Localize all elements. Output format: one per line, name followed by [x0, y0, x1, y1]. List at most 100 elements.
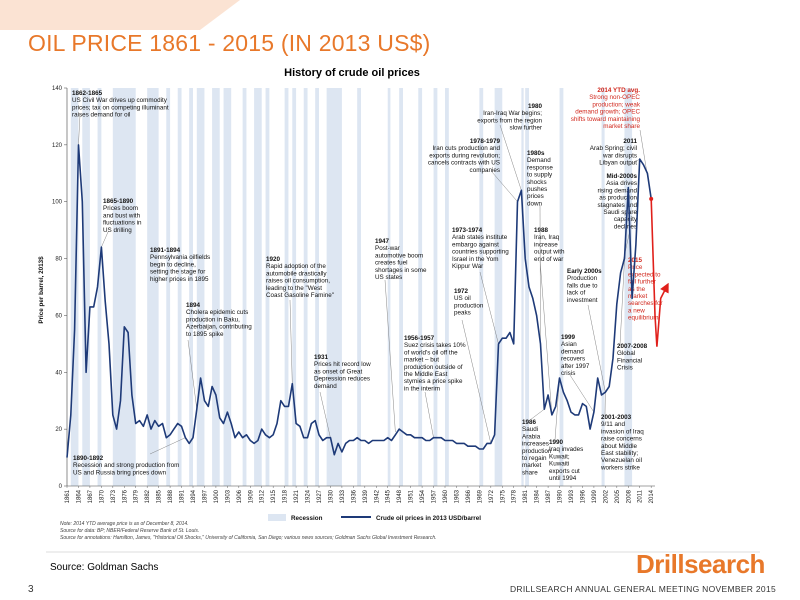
recession-band	[292, 88, 297, 486]
annotation-leader	[587, 304, 606, 393]
legend-recession-swatch	[268, 514, 286, 521]
recession-band	[494, 88, 503, 486]
annotation-leader	[384, 279, 396, 432]
annotation-leader	[424, 391, 434, 438]
annotation-leader	[101, 231, 109, 248]
annotation-year: 2011	[623, 138, 637, 145]
annotation-line: demand	[561, 348, 584, 355]
annotation-line: Arab states institute	[452, 234, 508, 241]
x-tick-label: 1918	[283, 489, 289, 503]
recession-band	[521, 88, 524, 486]
annotation-leader	[539, 259, 553, 415]
recession-band	[166, 88, 171, 486]
annotation-year: Mid-2000s	[607, 173, 638, 180]
annotation-line: shocks	[527, 179, 547, 186]
annotation-line: the Middle East	[404, 371, 448, 378]
x-tick-label: 1981	[523, 489, 529, 503]
x-tick-label: 1909	[248, 489, 254, 503]
annotation-line: workers strike	[600, 464, 640, 471]
annotation-line: US and Russia bring prices down	[73, 469, 167, 476]
recession-band	[242, 88, 247, 486]
x-tick-label: 1924	[306, 489, 312, 503]
annotation-leader	[491, 171, 518, 202]
annotation-leader	[629, 158, 640, 166]
x-tick-label: 1864	[76, 489, 82, 503]
x-tick-label: 1954	[420, 489, 426, 503]
annotation-line: production	[522, 448, 552, 455]
annotation-line: raise concerns	[601, 436, 642, 443]
recession-band	[326, 88, 342, 486]
annotation-line: US Civil War drives up commodity	[72, 97, 168, 104]
annotation-line: production; weak	[592, 101, 640, 108]
annotation-line: about Middle	[601, 443, 638, 450]
legend-recession-label: Recession	[291, 515, 323, 522]
annotation-line: increase	[534, 241, 558, 248]
annotation-line: Kuwaiti	[549, 461, 569, 468]
x-tick-label: 1891	[180, 489, 186, 503]
annotation-year: 1988	[534, 227, 549, 234]
annotation-year: 1972	[454, 288, 469, 295]
x-tick-label: 2014	[649, 489, 655, 503]
annotation-line: Iran-Iraq War begins;	[483, 110, 542, 117]
x-tick-label: 1957	[432, 489, 438, 503]
annotation-line: recovers	[561, 356, 585, 363]
drillsearch-logo: Drillsearch	[636, 549, 765, 579]
legend: Recession Crude oil prices in 2013 USD/b…	[268, 514, 481, 522]
x-tick-label: 1993	[569, 489, 575, 503]
annotation-line: automotive boom	[375, 252, 423, 259]
annotation-line: Demand	[527, 157, 551, 164]
annotation-line: share	[522, 469, 538, 476]
annotation-line: equilibrium	[628, 315, 658, 322]
annotation-year: 1980	[528, 103, 543, 110]
annotation-line: cancels contracts with US	[428, 160, 500, 167]
annotation-line: market	[522, 462, 541, 469]
annotation-line: Prices hit record low	[314, 361, 371, 368]
annotation-year: 2014 YTD avg.	[597, 87, 640, 94]
x-tick-label: 1882	[145, 489, 151, 503]
annotation-line: Suez crisis takes 10%	[404, 342, 466, 349]
annotation-line: Crisis	[617, 365, 633, 372]
annotation-line: begin to decline,	[150, 261, 196, 268]
x-tick-label: 2002	[603, 489, 609, 503]
x-tick-label: 1939	[363, 489, 369, 503]
x-tick-label: 1942	[374, 489, 380, 503]
annotation-line: 9/11 and	[601, 421, 626, 428]
recession-band	[265, 88, 270, 486]
annotation-line: market share	[603, 123, 640, 130]
forecast-line	[650, 198, 669, 347]
y-tick-label: 140	[52, 86, 63, 92]
x-tick-label: 1960	[443, 489, 449, 503]
annotation-leader	[149, 437, 186, 455]
annotation-line: demand	[314, 383, 337, 390]
annotation-line: countries supporting	[452, 249, 509, 256]
annotation-line: East stability;	[601, 450, 638, 457]
y-tick-label: 100	[52, 200, 63, 206]
y-axis-label: Price per barrel, 2013$	[38, 256, 45, 324]
x-tick-label: 1861	[65, 489, 71, 503]
chart-notes: Note: 2014 YTD average price is as of De…	[60, 521, 437, 541]
recession-band	[147, 88, 159, 486]
recession-band	[189, 88, 193, 486]
annotation-line: Cholera epidemic cuts	[186, 309, 248, 316]
x-tick-label: 1984	[535, 489, 541, 503]
x-tick-label: 1873	[111, 489, 117, 503]
recession-band	[196, 88, 205, 486]
recession-band	[70, 88, 79, 486]
annotation-year: 1947	[375, 238, 390, 245]
x-tick-label: 1972	[489, 489, 495, 503]
annotation-line: to supply	[527, 172, 553, 179]
annotation-leader	[499, 124, 522, 191]
annotation-line: prices; tax on competing illuminant	[72, 104, 169, 111]
annotation-line: Recession and strong production from	[73, 462, 179, 469]
annotation-leader	[461, 319, 492, 444]
recession-band	[177, 88, 182, 486]
note-2: Source for data: BP; NBER/Federal Reserv…	[60, 528, 199, 534]
annotation-line: Iran, Iraq	[534, 234, 560, 241]
